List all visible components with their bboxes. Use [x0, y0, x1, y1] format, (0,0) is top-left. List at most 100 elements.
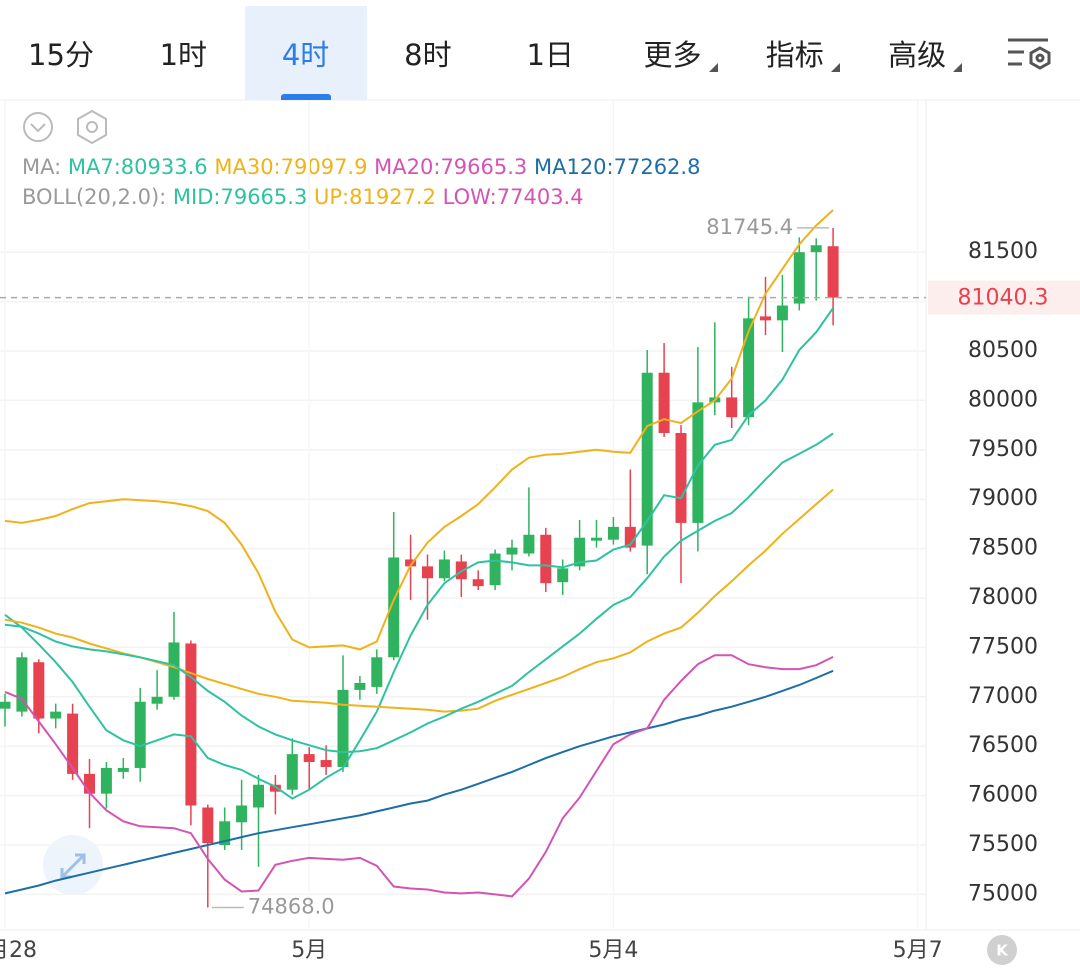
y-tick-label: 79000 [968, 486, 1038, 511]
candle-body [827, 246, 839, 298]
candle-body [354, 682, 366, 690]
candle-body [100, 767, 112, 794]
candle-body [692, 402, 704, 523]
timeframe-tab[interactable]: 1日 [489, 6, 611, 100]
candle-body [168, 642, 180, 697]
candle-body [303, 754, 315, 763]
tab-label: 1日 [526, 38, 574, 72]
collapse-button[interactable] [23, 112, 53, 142]
candle-body [540, 534, 552, 584]
last-price-label: 81040.3 [958, 286, 1049, 311]
timeframe-tab[interactable]: 15分 [0, 6, 122, 100]
candle-body [117, 767, 129, 772]
legend-item: LOW:77403.4 [443, 185, 584, 209]
candle-body [185, 643, 197, 806]
candle-body [776, 305, 788, 321]
candle-body [760, 316, 771, 321]
ma-legend: MA: MA7:80933.6 MA30:79097.9 MA20:79665.… [22, 155, 700, 179]
candle-body [269, 784, 281, 792]
legend-item: MA20:79665.3 [374, 155, 527, 179]
y-tick-label: 77500 [968, 634, 1038, 659]
x-tick-label: 4月28 [0, 938, 37, 963]
candle-body [151, 696, 163, 704]
candle-body [472, 579, 484, 587]
candle-body [675, 432, 687, 523]
plot-area [0, 100, 926, 930]
candle-body [371, 657, 383, 687]
candle-body [67, 713, 79, 774]
legend-item: UP:81927.2 [314, 185, 436, 209]
boll-legend: BOLL(20,2.0): MID:79665.3 UP:81927.2 LOW… [22, 185, 584, 209]
tab-label: 指标 [765, 38, 824, 72]
legend-item: MA120:77262.8 [534, 155, 700, 179]
candle-body [0, 701, 11, 709]
legend-group: BOLL(20,2.0): [22, 185, 166, 209]
timeframe-tab[interactable]: 1时 [122, 6, 244, 100]
settings-icon[interactable] [1008, 38, 1051, 70]
candle-body [253, 784, 264, 808]
legend-item: MA7:80933.6 [68, 155, 208, 179]
candle-body [388, 557, 400, 658]
candle-body [726, 397, 738, 418]
y-tick-label: 75500 [968, 832, 1038, 857]
candle-body [489, 553, 501, 586]
dropdown-indicator [708, 63, 718, 72]
candle-body [641, 372, 653, 546]
candle-body [422, 566, 433, 579]
expand-button[interactable] [43, 835, 103, 895]
timeframe-tab[interactable]: 4时 [244, 6, 367, 100]
candle-body [405, 559, 417, 567]
candle-body [320, 760, 332, 767]
tab-label: 15分 [28, 38, 94, 72]
candle-body [523, 534, 535, 554]
tab-label: 更多 [643, 38, 702, 72]
timeframe-tab[interactable]: 高级 [856, 6, 978, 100]
candle-body [658, 372, 670, 433]
y-tick-label: 80000 [968, 387, 1038, 412]
indicator-settings-button[interactable] [77, 109, 107, 145]
high-label: 81745.4 [706, 215, 793, 239]
candle-body [84, 773, 95, 794]
candle-body [219, 821, 231, 846]
candle-body [810, 245, 822, 253]
indicator-line [4, 307, 834, 800]
candle-body [557, 568, 569, 583]
indicator-line [4, 432, 834, 754]
timeframe-tab[interactable]: 更多 [612, 6, 734, 100]
tab-label: 4时 [281, 38, 330, 72]
tab-label: 1时 [159, 38, 208, 72]
indicator-line [4, 488, 834, 713]
y-tick-label: 81500 [968, 239, 1038, 264]
dropdown-indicator [830, 63, 840, 72]
y-tick-label: 76500 [968, 733, 1038, 758]
legend-group: MA: [22, 155, 61, 179]
active-indicator [280, 94, 331, 100]
candle-body [236, 805, 248, 823]
timeframe-tab[interactable]: 指标 [734, 6, 856, 100]
low-label: 74868.0 [248, 894, 335, 918]
candle-body [16, 657, 28, 712]
candle-body [574, 537, 586, 567]
y-tick-label: 79500 [968, 437, 1038, 462]
indicator-line [4, 654, 834, 898]
svg-text:K: K [996, 942, 1009, 960]
tab-label: 8时 [404, 38, 452, 72]
candle-body [33, 662, 45, 719]
candle-body [202, 807, 214, 844]
y-tick-label: 78000 [968, 585, 1038, 610]
candle-body [134, 701, 146, 768]
candle-body [286, 754, 298, 790]
timeframe-tab[interactable]: 8时 [367, 6, 489, 100]
y-tick-label: 76000 [968, 783, 1038, 808]
candle-body [607, 526, 619, 540]
dropdown-indicator [953, 63, 963, 72]
y-tick-label: 77000 [968, 684, 1038, 709]
y-tick-label: 75000 [968, 881, 1038, 906]
x-tick-label: 5月7 [893, 938, 943, 963]
candle-body [743, 318, 755, 418]
k-button[interactable]: K [987, 935, 1017, 965]
legend-item: MID:79665.3 [173, 185, 307, 209]
candle-body [793, 252, 805, 304]
y-tick-label: 78500 [968, 536, 1038, 561]
